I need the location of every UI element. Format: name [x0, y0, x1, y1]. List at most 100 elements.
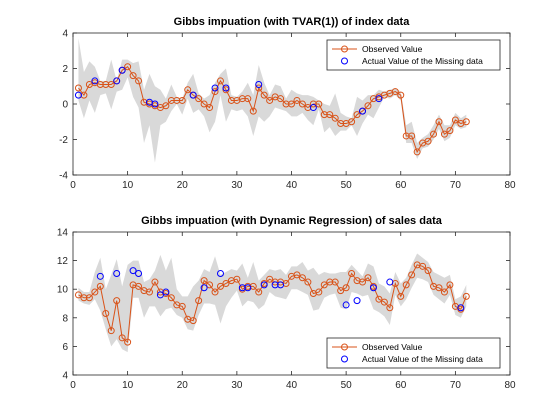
observed-value-point — [135, 282, 143, 290]
observed-value-point — [74, 84, 82, 92]
missing-value-point — [244, 284, 252, 292]
observed-value-point — [320, 111, 328, 119]
missing-value-point — [129, 267, 137, 275]
observed-value-point — [380, 298, 388, 306]
x-tick-label: 80 — [504, 380, 516, 391]
legend-observed-marker-swatch — [341, 343, 348, 351]
chart-panel-sales: 0 10 20 30 40 50 60 70 80 4 6 8 10 12 14 Gibbs impuatio… — [57, 215, 516, 391]
observed-value-point — [440, 130, 448, 138]
observed-value-point — [96, 282, 104, 290]
missing-value-point — [118, 66, 126, 74]
confidence-band — [78, 253, 467, 353]
missing-value-point — [457, 304, 465, 312]
observed-value-point — [80, 91, 88, 99]
missing-value-point — [162, 288, 170, 296]
observed-value-point — [135, 77, 143, 85]
missing-value-point — [113, 77, 121, 85]
observed-value-point — [430, 130, 438, 138]
legend-label-missing: Actual Value of the Missing data — [362, 354, 483, 364]
observed-value-point — [348, 118, 356, 126]
missing-value-point — [156, 291, 164, 299]
observed-value-point — [315, 288, 323, 296]
observed-value-point — [348, 269, 356, 277]
observed-value-point — [96, 80, 104, 88]
observed-value-point — [167, 294, 175, 302]
observed-value-point — [91, 288, 99, 296]
missing-value-point — [200, 284, 208, 292]
x-tick-label: 40 — [286, 180, 298, 191]
observed-value-point — [260, 91, 268, 99]
observed-value-point — [440, 288, 448, 296]
observed-value-point — [446, 127, 454, 135]
observed-value-point — [397, 91, 405, 99]
observed-value-point — [102, 80, 110, 88]
missing-value-point — [135, 269, 143, 277]
observed-value-point — [462, 292, 470, 300]
missing-value-point — [222, 84, 230, 92]
missing-value-point — [189, 91, 197, 99]
legend-observed-marker-swatch — [341, 45, 348, 53]
observed-value-point — [331, 114, 339, 122]
observed-value-point — [206, 104, 214, 112]
observed-value-point — [435, 284, 443, 292]
observed-value-point — [178, 96, 186, 104]
observed-value-point — [402, 132, 410, 140]
observed-value-point — [386, 304, 394, 312]
observed-value-point — [293, 271, 301, 279]
observed-value-point — [342, 284, 350, 292]
observed-value-point — [200, 277, 208, 285]
observed-value-point — [227, 96, 235, 104]
missing-value-point — [255, 80, 263, 88]
chart-title: Gibbs impuation (with Dynamic Regression… — [141, 215, 443, 227]
observed-value-point — [359, 278, 367, 286]
missing-value-point — [151, 100, 159, 108]
missing-value-point — [277, 281, 285, 289]
observed-value-point — [309, 100, 317, 108]
observed-value-point — [167, 96, 175, 104]
observed-value-point — [304, 278, 312, 286]
observed-value-point — [107, 80, 115, 88]
observed-value-point — [206, 281, 214, 289]
legend-box — [326, 337, 501, 369]
observed-value-point — [195, 297, 203, 305]
observed-value-point — [364, 274, 372, 282]
observed-value-point — [102, 310, 110, 318]
x-tick-label: 70 — [450, 180, 462, 191]
x-tick-label: 70 — [450, 380, 462, 391]
legend-label-observed: Observed Value — [362, 342, 423, 352]
observed-value-point — [408, 132, 416, 140]
observed-value-point — [331, 278, 339, 286]
observed-value-point — [216, 282, 224, 290]
observed-value-point — [151, 278, 159, 286]
observed-value-point — [184, 86, 192, 94]
observed-value-point — [320, 281, 328, 289]
observed-value-point — [244, 95, 252, 103]
x-tick-label: 50 — [341, 380, 353, 391]
observed-value-point — [435, 118, 443, 126]
x-tick-label: 0 — [70, 380, 76, 391]
observed-value-point — [375, 295, 383, 303]
missing-value-point — [353, 297, 361, 305]
x-tick-label: 40 — [286, 380, 298, 391]
observed-value-point — [200, 100, 208, 108]
observed-value-point — [446, 281, 454, 289]
observed-value-point — [113, 297, 121, 305]
missing-value-point — [211, 84, 219, 92]
observed-value-point — [255, 84, 263, 92]
chart-panel-index: 0 10 20 30 40 50 60 70 80 -4 -2 0 2 4 Gibbs impuation … — [59, 16, 516, 191]
observed-value-point — [80, 294, 88, 302]
observed-value-point — [85, 294, 93, 302]
observed-value-point — [249, 107, 257, 115]
observed-value-point — [271, 278, 279, 286]
observed-value-point — [282, 100, 290, 108]
chart-title: Gibbs impuation (with TVAR(1)) of index … — [174, 16, 411, 28]
observed-value-point — [107, 327, 115, 335]
x-tick-label: 30 — [231, 180, 243, 191]
y-tick-label: 2 — [62, 64, 68, 75]
observed-value-point — [391, 88, 399, 96]
observed-value-point — [124, 63, 132, 71]
observed-value-point — [222, 279, 230, 287]
observed-value-point — [173, 96, 181, 104]
observed-value-point — [413, 148, 421, 156]
